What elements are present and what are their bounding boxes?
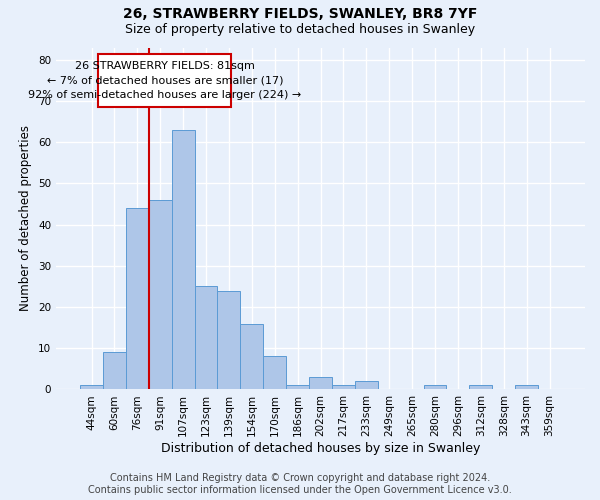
Text: 26 STRAWBERRY FIELDS: 81sqm
← 7% of detached houses are smaller (17)
92% of semi: 26 STRAWBERRY FIELDS: 81sqm ← 7% of deta… [28,60,301,100]
Bar [126,208,149,390]
Bar [309,377,332,390]
Bar [263,356,286,390]
Bar [103,352,126,390]
Text: Size of property relative to detached houses in Swanley: Size of property relative to detached ho… [125,22,475,36]
Bar [80,386,103,390]
Bar [469,386,492,390]
Bar [515,386,538,390]
Bar [286,386,309,390]
Bar [355,381,378,390]
Bar [149,200,172,390]
Bar [332,386,355,390]
X-axis label: Distribution of detached houses by size in Swanley: Distribution of detached houses by size … [161,442,480,455]
Bar [172,130,194,390]
Text: 26, STRAWBERRY FIELDS, SWANLEY, BR8 7YF: 26, STRAWBERRY FIELDS, SWANLEY, BR8 7YF [123,8,477,22]
Bar [241,324,263,390]
Bar [194,286,217,390]
Text: Contains HM Land Registry data © Crown copyright and database right 2024.
Contai: Contains HM Land Registry data © Crown c… [88,474,512,495]
Bar [217,290,241,390]
Y-axis label: Number of detached properties: Number of detached properties [19,126,32,312]
Bar [424,386,446,390]
FancyBboxPatch shape [98,54,231,107]
